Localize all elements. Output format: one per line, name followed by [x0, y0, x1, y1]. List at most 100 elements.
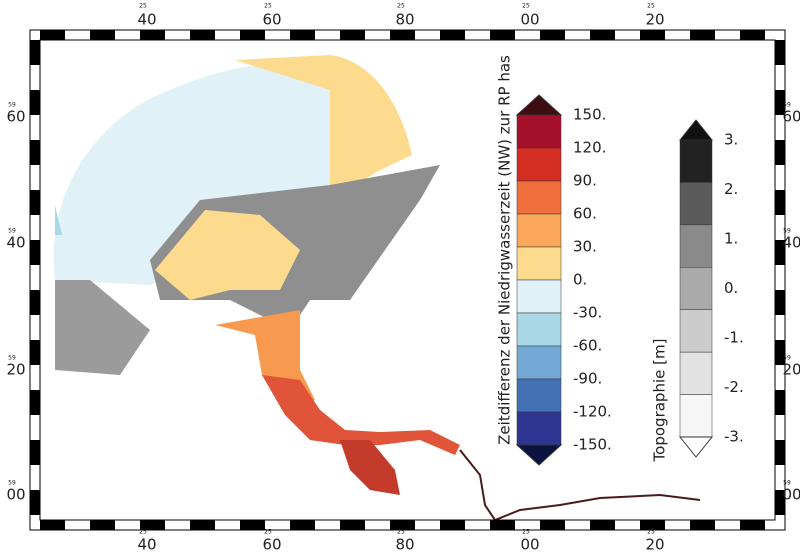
- colorbar-box: [516, 312, 562, 347]
- frame-check: [290, 30, 315, 40]
- frame-check: [40, 520, 65, 530]
- frame-check: [640, 30, 665, 40]
- frame-check: [690, 520, 715, 530]
- y-sub-label: 59: [783, 102, 791, 109]
- y-label: 40: [6, 234, 25, 252]
- frame-check: [190, 30, 215, 40]
- frame-check: [540, 520, 565, 530]
- x-label: 60: [262, 536, 281, 554]
- colorbar-tick-label: 0.: [724, 279, 738, 297]
- frame-check: [490, 520, 515, 530]
- frame-check: [30, 290, 40, 315]
- colorbar-box: [516, 345, 562, 380]
- bay-yellow: [155, 210, 300, 300]
- colorbar-tick-label: -2.: [724, 378, 744, 396]
- colorbar-title: Zeitdifferenz der Niedrigwasserzeit (NW)…: [496, 55, 514, 445]
- river-line: [459, 449, 701, 522]
- frame-check: [775, 390, 785, 415]
- tributary-red: [340, 440, 400, 495]
- y-label: 60: [782, 108, 800, 126]
- colorbar-box: [679, 309, 713, 353]
- frame-check: [775, 190, 785, 215]
- y-sub-label: 59: [8, 228, 16, 235]
- frame-check: [340, 520, 365, 530]
- frame-check: [40, 30, 65, 40]
- x-label: 80: [395, 536, 414, 554]
- colorbar-box: [679, 182, 713, 226]
- frame-check: [590, 520, 615, 530]
- frame-check: [775, 240, 785, 265]
- frame-check: [490, 30, 515, 40]
- frame-check: [30, 190, 40, 215]
- frame-check: [240, 30, 265, 40]
- y-sub-label: 59: [8, 355, 16, 362]
- sea-light-blue: [53, 60, 331, 285]
- frame-check: [390, 30, 415, 40]
- frame-check: [240, 520, 265, 530]
- colorbar-box: [516, 147, 562, 182]
- frame-check: [30, 140, 40, 165]
- colorbar-tick-label: -150.: [573, 436, 612, 454]
- y-sub-label: 59: [783, 228, 791, 235]
- y-label: 60: [6, 108, 25, 126]
- colorbar-tick-label: 0.: [573, 271, 587, 289]
- x-sub-label: 25: [647, 3, 655, 10]
- frame-check: [440, 30, 465, 40]
- x-label: 00: [520, 11, 539, 29]
- frame-check: [190, 520, 215, 530]
- frame-check: [140, 30, 165, 40]
- colorbar-tick-label: 150.: [573, 106, 606, 124]
- frame-check: [775, 90, 785, 115]
- colorbar-tick-label: -30.: [573, 304, 602, 322]
- x-label: 80: [395, 11, 414, 29]
- frame-check: [340, 30, 365, 40]
- x-sub-label: 25: [139, 529, 147, 536]
- x-label: 20: [645, 536, 664, 554]
- colorbar-box: [679, 267, 713, 310]
- colorbar-tick-label: 1.: [724, 230, 738, 248]
- frame-check: [740, 520, 765, 530]
- frame-check: [30, 90, 40, 115]
- sea-blue-patch: [55, 205, 62, 235]
- sea-yellow: [235, 55, 412, 200]
- y-sub-label: 59: [783, 480, 791, 487]
- frame-check: [30, 390, 40, 415]
- colorbar-title: Topographie [m]: [651, 339, 669, 463]
- colorbar-tick-label: -120.: [573, 403, 612, 421]
- colorbar-box: [679, 351, 713, 395]
- colorbar-tick-label: -3.: [724, 428, 744, 446]
- frame-check: [30, 340, 40, 365]
- frame-check: [775, 340, 785, 365]
- y-label: 20: [782, 361, 800, 379]
- colorbar-box: [516, 378, 562, 413]
- x-label: 60: [262, 11, 281, 29]
- frame-check: [775, 490, 785, 515]
- colorbar-tick-label: 120.: [573, 139, 606, 157]
- colorbar-tick-label: 90.: [573, 172, 597, 190]
- frame-check: [90, 520, 115, 530]
- x-sub-label: 25: [264, 3, 272, 10]
- frame-check: [775, 140, 785, 165]
- colorbar-box: [516, 279, 562, 314]
- y-label: 40: [782, 234, 800, 252]
- colorbar-tick-label: -60.: [573, 337, 602, 355]
- x-label: 40: [137, 536, 156, 554]
- colorbar-tick-label: 2.: [724, 180, 738, 198]
- colorbar-box: [516, 114, 562, 149]
- frame-check: [775, 290, 785, 315]
- colorbar-tick-label: 3.: [724, 131, 738, 149]
- colorbar-tick-label: 60.: [573, 205, 597, 223]
- frame-check: [30, 440, 40, 465]
- coast-gray: [55, 280, 150, 375]
- x-label: 40: [137, 11, 156, 29]
- y-sub-label: 59: [8, 480, 16, 487]
- colorbar-arrow: [515, 444, 563, 466]
- x-sub-label: 25: [647, 529, 655, 536]
- colorbar-box: [679, 224, 713, 268]
- colorbar-tick-label: -90.: [573, 370, 602, 388]
- colorbar-box: [516, 213, 562, 248]
- colorbar-tick-label: -1.: [724, 329, 744, 347]
- colorbar-box: [516, 246, 562, 281]
- frame-check: [90, 30, 115, 40]
